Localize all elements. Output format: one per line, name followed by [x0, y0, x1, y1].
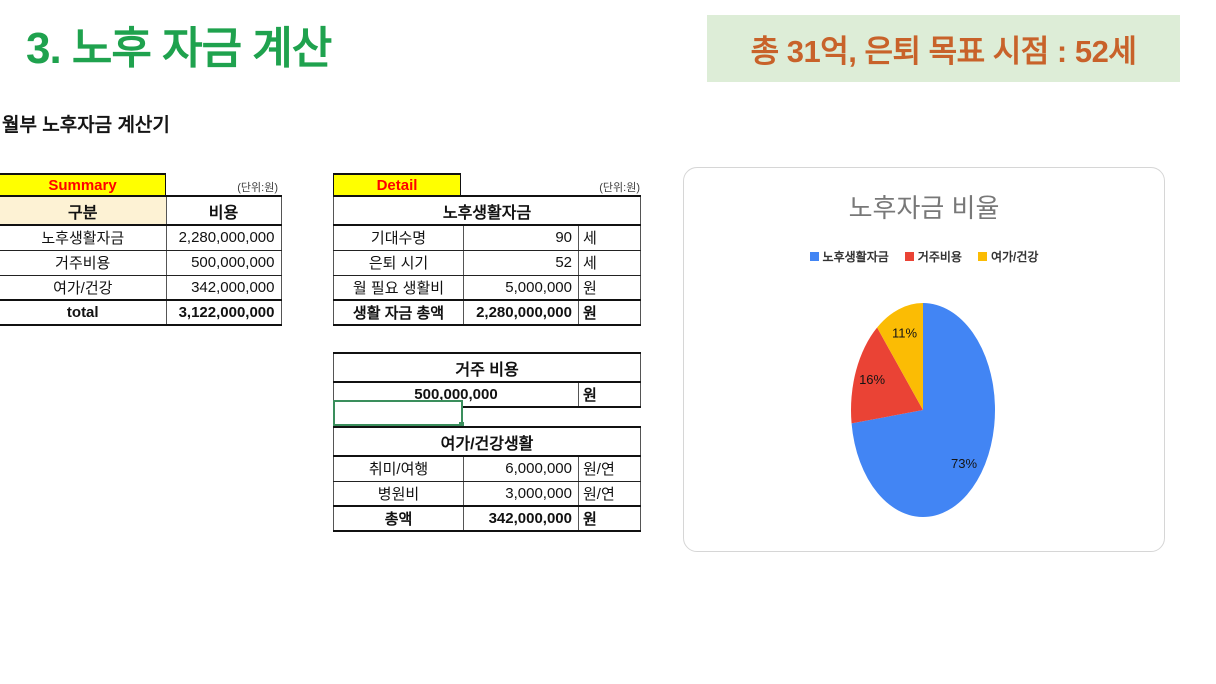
detail-life-table: 노후생활자금 기대수명 90 세 은퇴 시기 52 세 월 필요 생활비 5,0… — [332, 195, 642, 326]
table-row: 노후생활자금 2,280,000,000 — [0, 224, 282, 251]
detail-life-header: 노후생활자금 — [332, 195, 642, 226]
row-label: 취미/여행 — [333, 455, 464, 482]
legend-swatch-icon — [977, 252, 987, 261]
table-row: 취미/여행 6,000,000 원/연 — [333, 455, 642, 482]
legend-label: 여가/건강 — [990, 250, 1039, 264]
table-row: 여가/건강 342,000,000 — [0, 274, 282, 301]
summary-row-value: 2,280,000,000 — [165, 224, 282, 251]
summary-row-value: 342,000,000 — [165, 274, 282, 301]
row-label: 은퇴 시기 — [333, 249, 464, 276]
pie-slice-2 — [877, 303, 923, 410]
detail-leisure-title: 여가/건강생활 — [332, 426, 642, 457]
table-row: 병원비 3,000,000 원/연 — [333, 480, 642, 507]
row-unit: 세 — [577, 249, 642, 276]
banner-text: 총 31억, 은퇴 목표 시점 : 52세 — [750, 34, 1137, 69]
pie-percent-label: 16% — [859, 372, 885, 387]
summary-col-cost: 비용 — [165, 195, 282, 226]
table-row: 거주비용 500,000,000 — [0, 249, 282, 276]
legend-item: 여가/건강 — [977, 248, 1039, 265]
legend-item: 거주비용 — [904, 248, 962, 265]
row-value: 6,000,000 — [463, 455, 579, 482]
summary-total-value: 3,122,000,000 — [165, 299, 282, 326]
row-value: 90 — [463, 224, 579, 251]
pie-percent-label: 11% — [892, 326, 917, 341]
chart-legend: 노후생활자금 거주비용 여가/건강 — [684, 248, 1164, 265]
housing-unit: 원 — [577, 381, 642, 408]
detail-housing-title: 거주 비용 — [332, 352, 642, 383]
row-value: 5,000,000 — [463, 274, 579, 301]
row-unit: 원/연 — [577, 480, 642, 507]
legend-item: 노후생활자금 — [809, 248, 889, 265]
chart-title: 노후자금 비율 — [848, 193, 1000, 223]
row-unit: 세 — [577, 224, 642, 251]
row-unit: 원/연 — [577, 455, 642, 482]
row-label: 월 필요 생활비 — [333, 274, 464, 301]
detail-life-title: 노후생활자금 — [332, 195, 642, 226]
table-row: 기대수명 90 세 — [333, 224, 642, 251]
summary-row-label: 거주비용 — [0, 249, 167, 276]
detail-tab: Detail — [333, 173, 461, 195]
summary-col-category: 구분 — [0, 195, 167, 226]
pie-slice-1 — [851, 327, 923, 424]
summary-banner: 총 31억, 은퇴 목표 시점 : 52세 — [707, 15, 1180, 82]
row-label: 총액 — [333, 505, 464, 532]
row-unit: 원 — [577, 299, 642, 326]
summary-header-row: 구분 비용 — [0, 195, 282, 226]
summary-tab: Summary — [0, 173, 166, 195]
detail-leisure-total-row: 총액 342,000,000 원 — [333, 505, 642, 532]
legend-swatch-icon — [809, 252, 819, 261]
row-unit: 원 — [577, 505, 642, 532]
summary-table: 구분 비용 노후생활자금 2,280,000,000 거주비용 500,000,… — [0, 195, 282, 326]
page-title: 3. 노후 자금 계산 — [26, 24, 332, 73]
pie-percent-label: 73% — [951, 456, 977, 471]
summary-total-label: total — [0, 299, 167, 326]
row-label: 기대수명 — [333, 224, 464, 251]
row-value: 52 — [463, 249, 579, 276]
detail-leisure-header: 여가/건강생활 — [332, 426, 642, 457]
summary-total-row: total 3,122,000,000 — [0, 299, 282, 326]
summary-unit-note: (단위:원) — [237, 182, 278, 194]
pie-chart: 73% 16% 11% — [851, 303, 996, 517]
row-label: 생활 자금 총액 — [333, 299, 464, 326]
pie-slice-0 — [851, 303, 996, 517]
row-value: 342,000,000 — [463, 505, 579, 532]
table-row: 은퇴 시기 52 세 — [333, 249, 642, 276]
summary-tab-label: Summary — [48, 176, 117, 194]
detail-life-total-row: 생활 자금 총액 2,280,000,000 원 — [333, 299, 642, 326]
detail-unit-note: (단위:원) — [599, 182, 640, 194]
row-value: 2,280,000,000 — [463, 299, 579, 326]
summary-row-label: 노후생활자금 — [0, 224, 167, 251]
selected-cell[interactable] — [333, 400, 464, 427]
legend-label: 노후생활자금 — [822, 250, 889, 264]
legend-swatch-icon — [904, 252, 914, 261]
row-value: 3,000,000 — [463, 480, 579, 507]
calculator-subtitle: 월부 노후자금 계산기 — [2, 115, 170, 136]
detail-housing-header: 거주 비용 — [332, 352, 642, 383]
row-label: 병원비 — [333, 480, 464, 507]
detail-leisure-table: 여가/건강생활 취미/여행 6,000,000 원/연 병원비 3,000,00… — [332, 426, 642, 532]
detail-tab-label: Detail — [376, 176, 418, 194]
summary-row-label: 여가/건강 — [0, 274, 167, 301]
table-row: 월 필요 생활비 5,000,000 원 — [333, 274, 642, 301]
row-unit: 원 — [577, 274, 642, 301]
chart-card: 노후자금 비율 노후생활자금 거주비용 여가/건강 73% 16% 11% — [683, 167, 1165, 552]
summary-row-value: 500,000,000 — [165, 249, 282, 276]
legend-label: 거주비용 — [917, 250, 962, 264]
